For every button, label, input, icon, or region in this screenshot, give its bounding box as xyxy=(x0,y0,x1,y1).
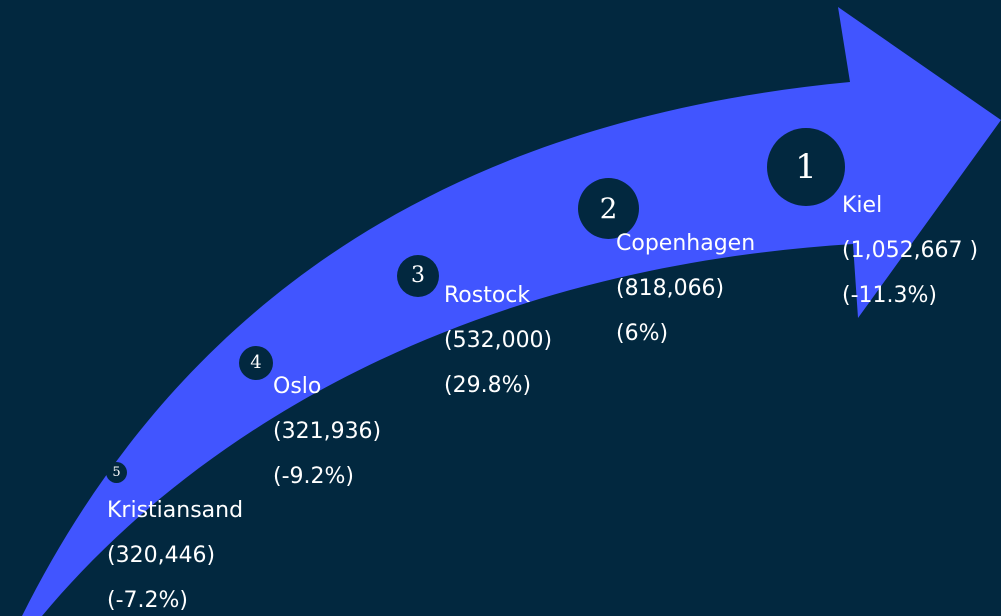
city-name: Rostock xyxy=(444,283,531,308)
rank-badge-1: 1 xyxy=(767,128,845,206)
city-label-copenhagen: Copenhagen (818,066) (6%) xyxy=(616,233,755,346)
city-change: (29.8%) xyxy=(444,373,532,398)
city-change: (-9.2%) xyxy=(273,464,354,489)
city-name: Oslo xyxy=(273,374,322,399)
city-change: (-11.3%) xyxy=(842,283,937,308)
rank-number: 5 xyxy=(112,465,121,480)
city-value: (1,052,667 ) xyxy=(842,238,979,263)
rank-badge-3: 3 xyxy=(397,255,439,297)
city-label-kristiansand: Kristiansand (320,446) (-7.2%) xyxy=(107,500,243,613)
city-name: Kiel xyxy=(842,193,883,218)
city-change: (6%) xyxy=(616,321,669,346)
rank-number: 1 xyxy=(795,147,817,187)
rank-number: 3 xyxy=(411,263,425,288)
city-value: (818,066) xyxy=(616,276,725,301)
city-name: Kristiansand xyxy=(107,498,244,523)
rank-number: 2 xyxy=(599,191,618,225)
city-label-oslo: Oslo (321,936) (-9.2%) xyxy=(273,376,381,489)
rank-number: 4 xyxy=(250,352,262,373)
city-value: (320,446) xyxy=(107,543,216,568)
growth-arrow-shape xyxy=(22,7,1001,616)
city-name: Copenhagen xyxy=(616,231,756,256)
city-label-kiel: Kiel (1,052,667 ) (-11.3%) xyxy=(842,195,978,308)
city-label-rostock: Rostock (532,000) (29.8%) xyxy=(444,285,552,398)
rank-badge-2: 2 xyxy=(578,178,639,239)
rank-badge-5: 5 xyxy=(106,462,127,483)
city-value: (532,000) xyxy=(444,328,553,353)
city-change: (-7.2%) xyxy=(107,588,188,613)
rank-badge-4: 4 xyxy=(239,346,273,380)
city-value: (321,936) xyxy=(273,419,382,444)
